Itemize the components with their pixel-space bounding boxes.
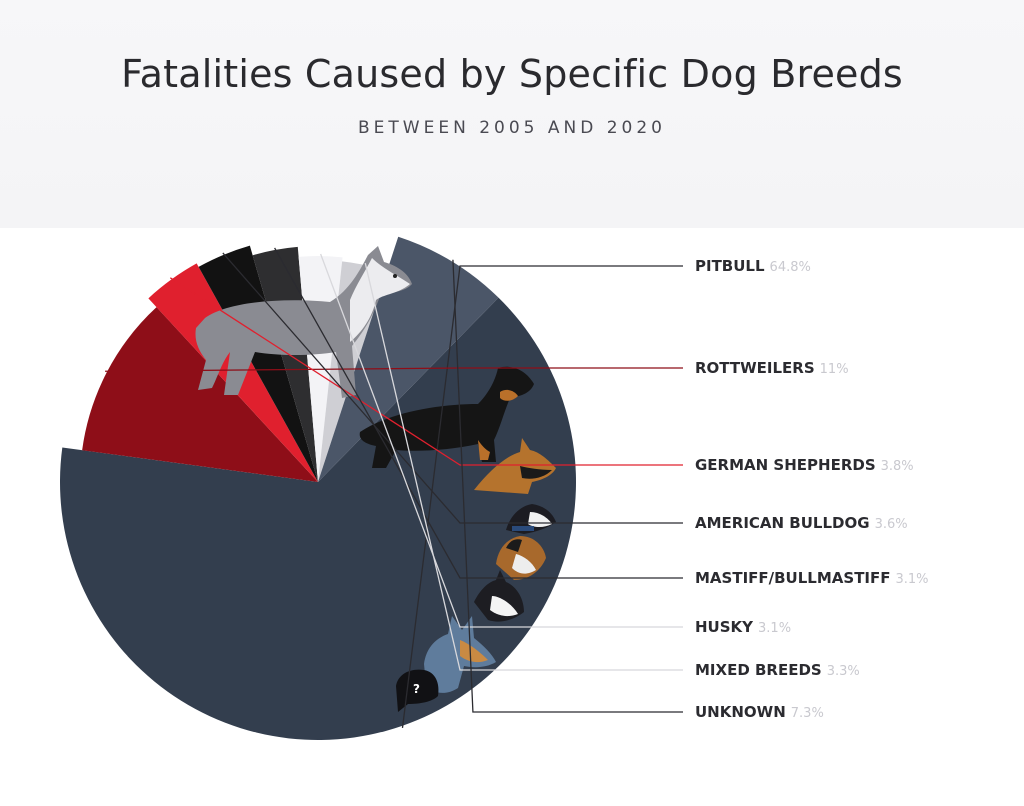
unknown-dog-icon: ?	[396, 669, 439, 712]
leader-line	[105, 367, 683, 372]
slice-label-name: GERMAN SHEPHERDS	[695, 456, 876, 474]
pie-slice-unknown	[318, 236, 499, 482]
mastiff-dog-icon	[496, 536, 546, 580]
leader-line	[452, 259, 683, 713]
slice-label: AMERICAN BULLDOG 3.6%	[695, 514, 908, 532]
slice-label: UNKNOWN 7.3%	[695, 703, 824, 721]
slice-label-value: 7.3%	[791, 706, 824, 721]
slice-label-value: 3.1%	[896, 572, 929, 587]
slice-label-name: AMERICAN BULLDOG	[695, 514, 870, 532]
slice-label-name: ROTTWEILERS	[695, 359, 815, 377]
slice-label: MASTIFF/BULLMASTIFF 3.1%	[695, 569, 929, 587]
leader-line	[364, 262, 683, 671]
slice-label-value: 64.8%	[770, 260, 811, 275]
slice-label: GERMAN SHEPHERDS 3.8%	[695, 456, 914, 474]
slice-label: MIXED BREEDS 3.3%	[695, 661, 860, 679]
leader-line	[401, 265, 683, 728]
leader-line	[274, 247, 683, 579]
leader-lines	[105, 247, 683, 728]
pitbull-dog-icon	[195, 246, 412, 398]
slice-label-value: 3.8%	[881, 459, 914, 474]
slice-label: ROTTWEILERS 11%	[695, 359, 849, 377]
leader-line	[169, 277, 683, 466]
slice-label-name: MASTIFF/BULLMASTIFF	[695, 569, 891, 587]
slice-label-value: 3.1%	[758, 621, 791, 636]
husky-dog-icon	[474, 570, 524, 622]
slice-label-value: 3.6%	[875, 517, 908, 532]
leader-line	[320, 253, 683, 628]
dog-illustrations: ?	[195, 246, 556, 712]
slice-label: PITBULL 64.8%	[695, 257, 811, 275]
header-background	[0, 0, 1024, 228]
slice-label-value: 3.3%	[827, 664, 860, 679]
slice-label: HUSKY 3.1%	[695, 618, 791, 636]
slice-label-name: HUSKY	[695, 618, 754, 636]
pie-slice-american-bulldog	[198, 245, 318, 482]
mixed-breed-dog-icon	[424, 616, 496, 693]
chart-title: Fatalities Caused by Specific Dog Breeds	[121, 52, 903, 96]
slice-labels: PITBULL 64.8% ROTTWEILERS 11% GERMAN SHEPHER…	[695, 257, 929, 721]
rottweiler-dog-icon	[359, 366, 534, 468]
german-shepherd-dog-icon	[474, 438, 556, 494]
pie-slice-rottweilers	[82, 307, 318, 482]
slice-label-name: PITBULL	[695, 257, 765, 275]
slice-label-name: UNKNOWN	[695, 703, 786, 721]
leader-line	[222, 252, 683, 524]
slice-label-name: MIXED BREEDS	[695, 661, 822, 679]
chart-subtitle: BETWEEN 2005 AND 2020	[358, 118, 666, 138]
slice-label-value: 11%	[820, 362, 849, 377]
svg-text:?: ?	[413, 682, 420, 696]
